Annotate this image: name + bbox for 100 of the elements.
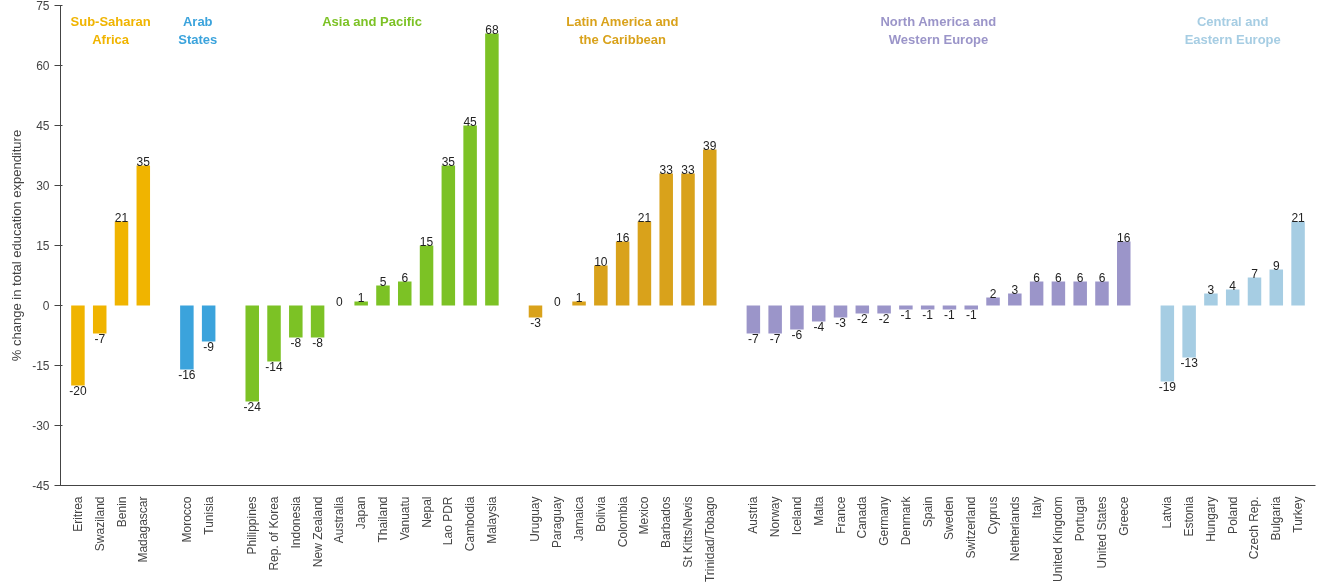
x-tick-label: Vanuatu bbox=[397, 496, 412, 541]
y-tick-label: 30 bbox=[36, 179, 50, 193]
bar bbox=[877, 305, 891, 314]
y-tick-label: 15 bbox=[36, 239, 50, 253]
x-tick-label: Latvia bbox=[1160, 496, 1175, 529]
bar bbox=[376, 285, 390, 306]
data-label: 3 bbox=[1207, 282, 1215, 297]
x-tick-label: Poland bbox=[1225, 496, 1240, 534]
data-label: 2 bbox=[989, 286, 997, 301]
bar bbox=[703, 149, 717, 306]
x-tick-label: Swaziland bbox=[92, 496, 107, 552]
data-label: -2 bbox=[856, 311, 868, 326]
data-label: 16 bbox=[1117, 230, 1131, 245]
x-tick-label: Eritrea bbox=[70, 496, 85, 532]
x-tick-label: Madagascar bbox=[136, 496, 151, 563]
bar bbox=[419, 245, 434, 306]
bar bbox=[1160, 305, 1175, 382]
data-label: -3 bbox=[835, 315, 847, 330]
bar bbox=[528, 305, 543, 318]
x-tick-label: Indonesia bbox=[288, 496, 303, 549]
text: Latin America and the Caribbean bbox=[566, 13, 679, 47]
x-tick-label: Hungary bbox=[1203, 496, 1218, 542]
x-tick-label: Cambodia bbox=[463, 496, 478, 552]
bar bbox=[594, 265, 608, 306]
bar bbox=[180, 305, 194, 370]
y-axis-title: % change in total education expenditure bbox=[9, 129, 25, 362]
x-tick-label: Trinidad/Tobago bbox=[702, 496, 717, 583]
data-label: 21 bbox=[637, 210, 652, 225]
data-label: -8 bbox=[290, 335, 302, 350]
y-tick-label: 75 bbox=[36, 0, 50, 13]
bar bbox=[572, 301, 586, 306]
data-label: -1 bbox=[944, 307, 956, 322]
x-tick-label: Germany bbox=[877, 496, 892, 546]
x-tick-label: Netherlands bbox=[1007, 496, 1022, 562]
data-label: 16 bbox=[615, 230, 630, 245]
data-label: -7 bbox=[769, 331, 781, 346]
data-label: 39 bbox=[703, 138, 717, 153]
x-tick-label: Jamaica bbox=[572, 496, 587, 542]
data-label: -1 bbox=[922, 307, 934, 322]
data-label: 10 bbox=[594, 254, 608, 269]
data-label: -3 bbox=[530, 315, 542, 330]
bar bbox=[1008, 293, 1022, 306]
bar bbox=[71, 305, 85, 386]
x-tick-label: New Zealand bbox=[310, 496, 325, 568]
x-tick-label: Italy bbox=[1029, 496, 1044, 519]
x-tick-label: Estonia bbox=[1182, 496, 1197, 537]
x-tick-label: Malta bbox=[811, 496, 826, 526]
data-label: 35 bbox=[136, 154, 151, 169]
x-tick-label: Lao PDR bbox=[441, 496, 456, 546]
bar bbox=[441, 165, 456, 306]
x-tick-label: Philippines bbox=[245, 496, 260, 555]
bar bbox=[463, 125, 477, 306]
data-label: 0 bbox=[553, 294, 561, 309]
x-tick-label: Turkey bbox=[1291, 496, 1306, 533]
bar bbox=[398, 281, 412, 306]
bar bbox=[267, 305, 281, 362]
data-label: -19 bbox=[1158, 379, 1177, 394]
bar bbox=[986, 297, 1000, 306]
x-tick-label: Czech Rep. bbox=[1247, 496, 1262, 560]
data-label: -20 bbox=[69, 383, 87, 398]
bar bbox=[659, 173, 673, 306]
data-label: 33 bbox=[659, 162, 674, 177]
bar bbox=[1029, 281, 1044, 306]
data-label: -1 bbox=[900, 307, 912, 322]
data-label: 6 bbox=[1076, 270, 1084, 285]
bar bbox=[964, 305, 978, 310]
bar bbox=[746, 305, 761, 334]
x-tick-label: Greece bbox=[1116, 496, 1131, 536]
x-tick-label: Paraguay bbox=[550, 496, 565, 548]
bar bbox=[201, 305, 216, 342]
x-tick-label: Benin bbox=[114, 496, 129, 528]
x-tick-label: Spain bbox=[920, 496, 935, 528]
x-tick-label: Austria bbox=[746, 496, 761, 534]
data-label: -1 bbox=[965, 307, 977, 322]
data-label: 35 bbox=[441, 154, 456, 169]
data-label: 21 bbox=[1291, 210, 1306, 225]
y-tick-label: -15 bbox=[32, 359, 50, 373]
x-tick-label: Malaysia bbox=[484, 496, 499, 544]
data-label: -7 bbox=[94, 331, 106, 346]
bar bbox=[245, 305, 259, 402]
bar bbox=[1247, 277, 1262, 306]
data-label: 6 bbox=[1098, 270, 1106, 285]
data-label: 15 bbox=[419, 234, 434, 249]
x-tick-label: Thailand bbox=[375, 496, 390, 543]
y-tick-label: -30 bbox=[32, 419, 50, 433]
data-label: 4 bbox=[1229, 278, 1237, 293]
x-tick-label: United Kingdom bbox=[1051, 496, 1066, 582]
bar bbox=[354, 301, 368, 306]
x-tick-label: Rep. of Korea bbox=[267, 496, 282, 571]
bar bbox=[768, 305, 782, 334]
bar bbox=[485, 33, 499, 306]
data-label: 1 bbox=[575, 290, 583, 305]
bar bbox=[1073, 281, 1087, 306]
bar bbox=[114, 221, 129, 306]
bar bbox=[289, 305, 303, 338]
x-tick-label: Australia bbox=[332, 496, 347, 544]
x-tick-label: Denmark bbox=[898, 495, 913, 546]
data-label: -9 bbox=[203, 339, 215, 354]
data-label: 5 bbox=[379, 274, 387, 289]
data-label: -7 bbox=[748, 331, 760, 346]
